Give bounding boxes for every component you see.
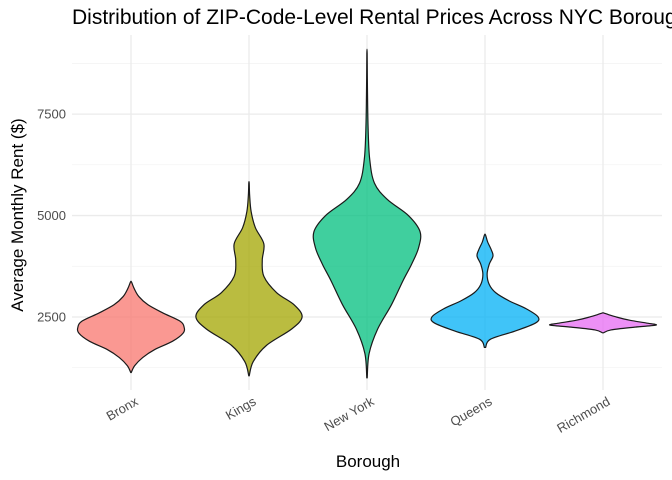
x-tick-label: New York [321,393,376,434]
x-tick-label: Bronx [104,393,141,423]
violin-richmond [548,312,658,334]
x-axis-title: Borough [336,452,400,471]
violin-kings [195,180,303,377]
y-tick-label: 5000 [37,208,66,223]
x-tick-label: Queens [448,393,495,429]
x-tick-label: Richmond [554,394,612,436]
y-axis-ticks: 2500 5000 7500 [37,107,66,325]
y-tick-label: 7500 [37,107,66,122]
violin-queens [430,233,540,348]
violin-new-york [312,48,422,379]
chart-title: Distribution of ZIP-Code-Level Rental Pr… [72,6,672,29]
x-axis-ticks: Bronx Kings New York Queens Richmond [104,393,613,436]
y-tick-label: 2500 [37,309,66,324]
violin-bronx [76,280,186,374]
x-tick-label: Kings [223,393,259,422]
violins [76,48,658,379]
y-axis-title: Average Monthly Rent ($) [8,118,27,311]
